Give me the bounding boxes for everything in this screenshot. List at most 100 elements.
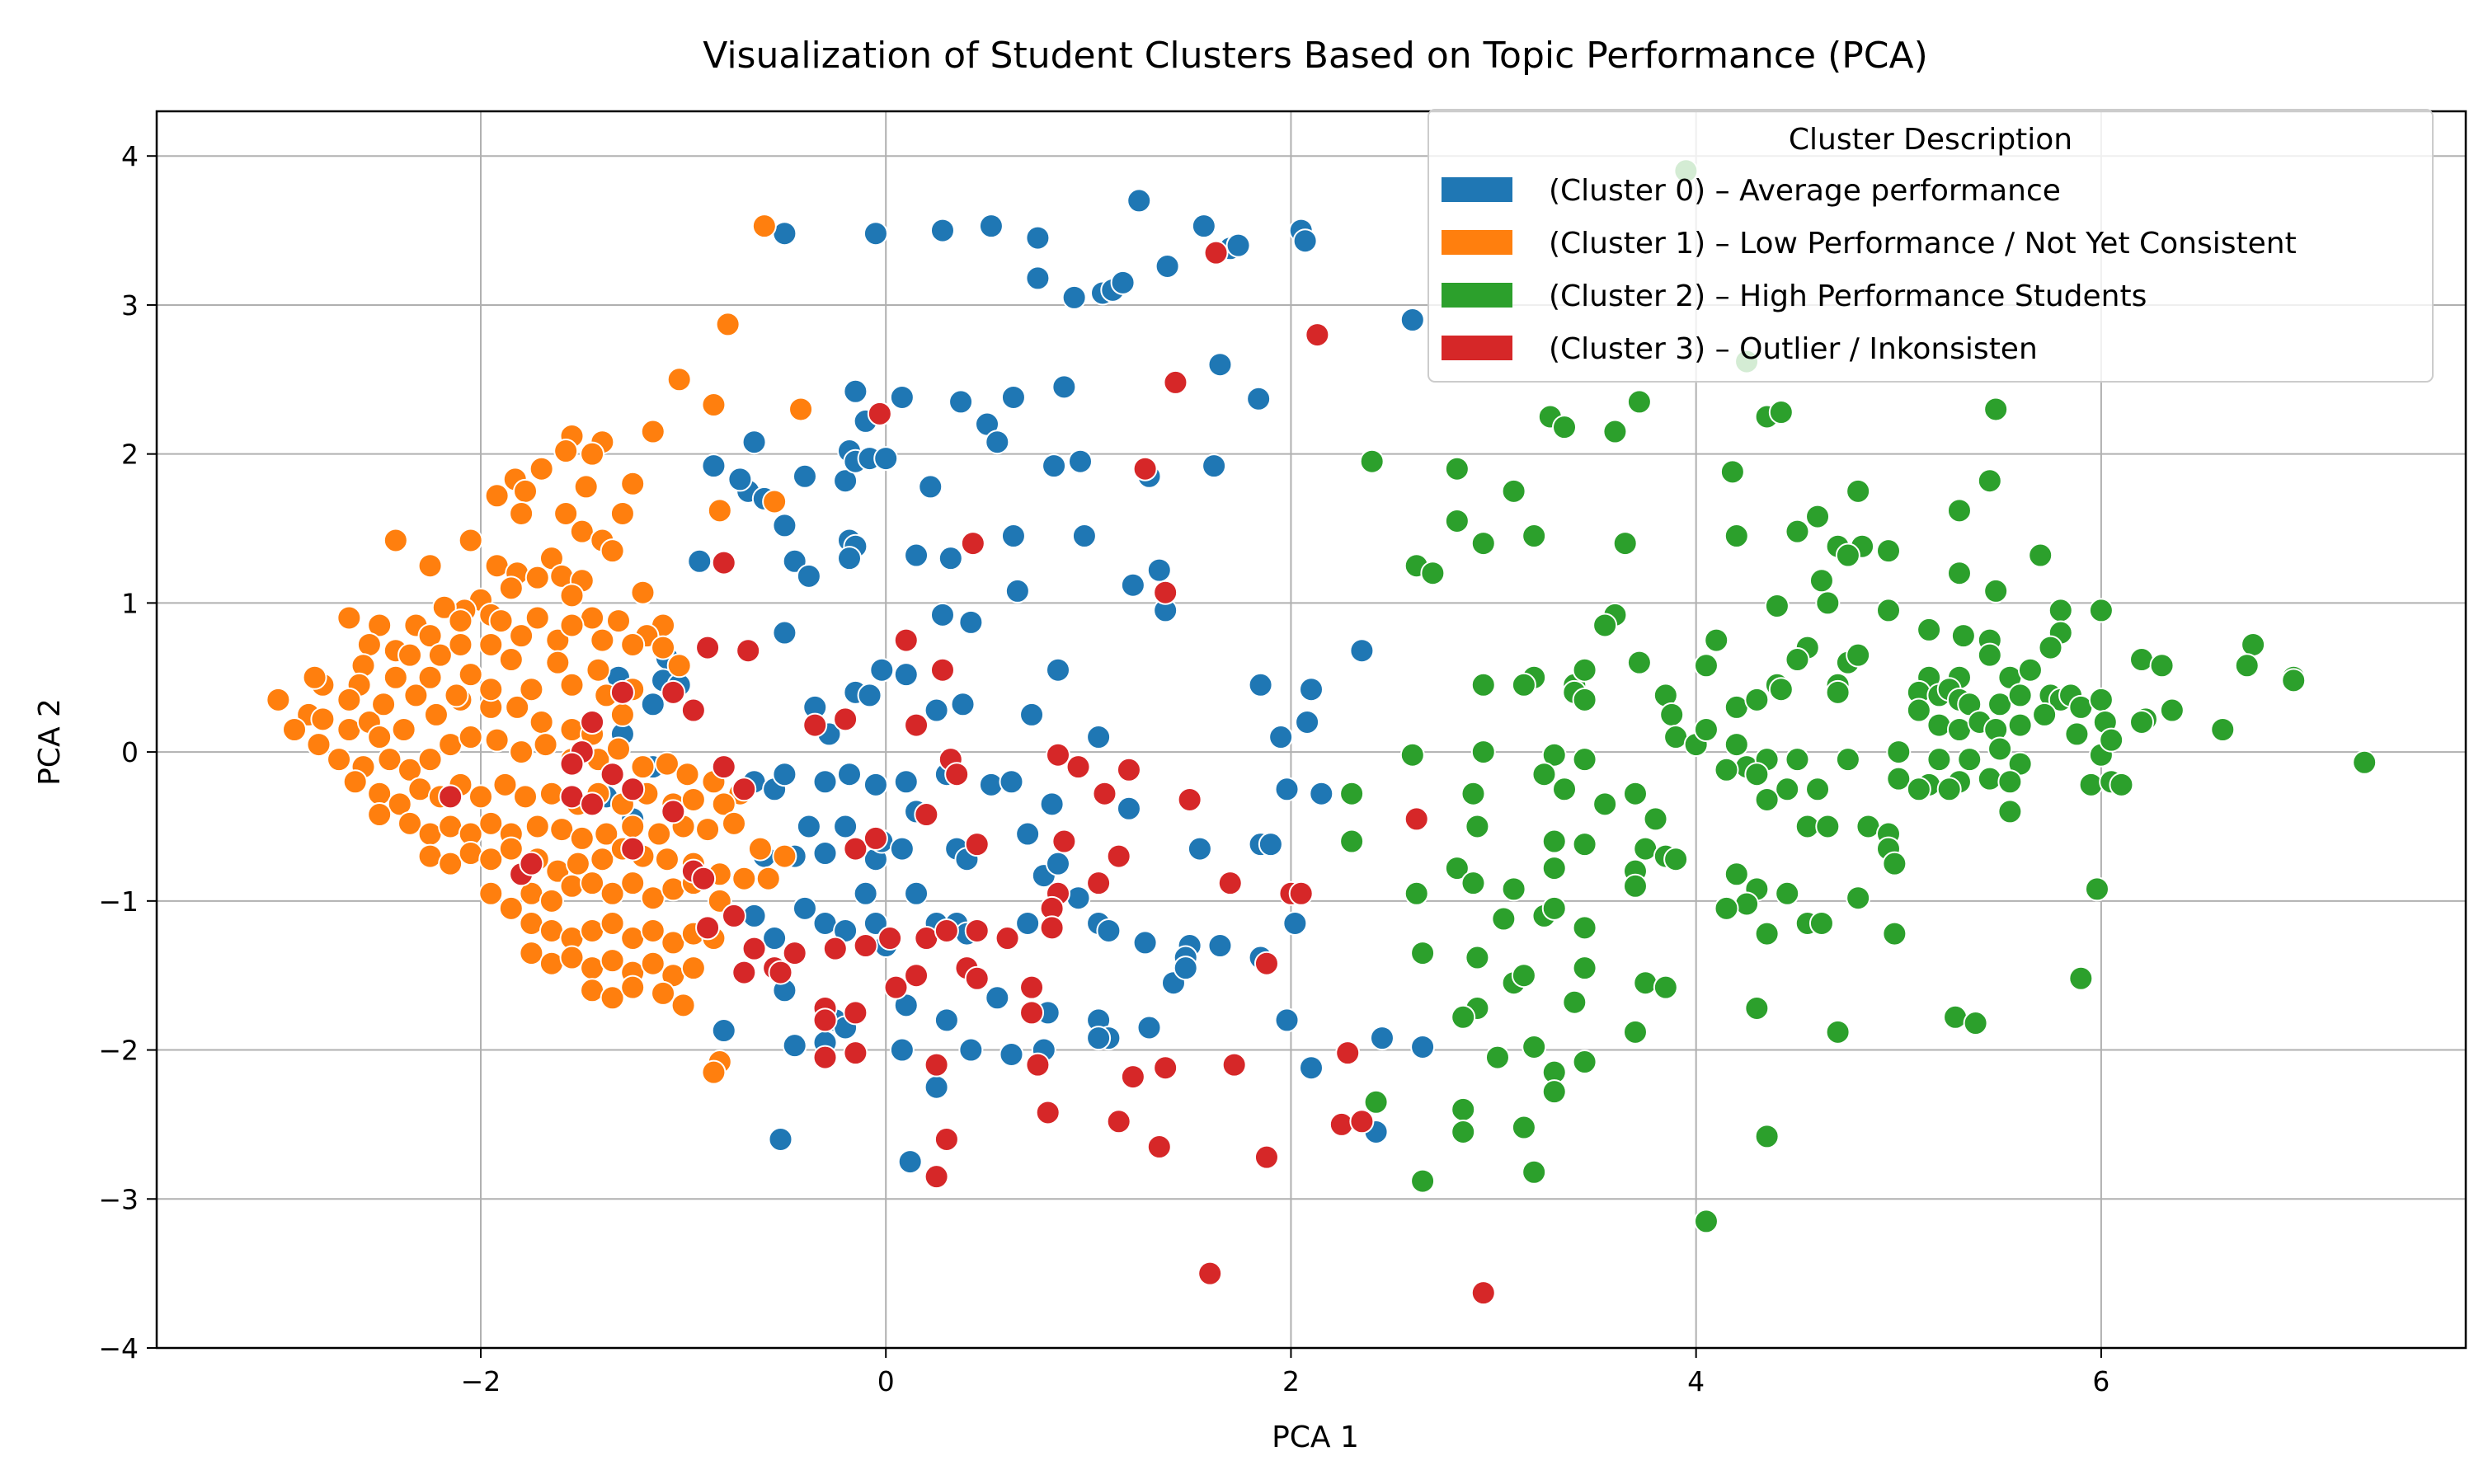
data-point xyxy=(768,1126,793,1152)
data-point xyxy=(772,620,797,646)
data-point xyxy=(600,762,625,787)
data-point xyxy=(367,725,393,750)
data-point xyxy=(695,817,721,843)
data-point xyxy=(2078,772,2104,797)
data-point xyxy=(762,489,788,514)
data-point xyxy=(1886,740,1912,765)
data-point xyxy=(711,1018,736,1044)
data-point xyxy=(529,456,554,481)
data-point xyxy=(498,895,524,921)
data-point xyxy=(978,772,1004,797)
data-point xyxy=(958,609,984,635)
data-point xyxy=(417,623,443,649)
data-point xyxy=(367,613,393,638)
data-point xyxy=(1882,921,1907,946)
data-point xyxy=(1734,891,1760,917)
data-point xyxy=(1329,1111,1354,1137)
data-point xyxy=(1825,1019,1851,1045)
data-point xyxy=(647,821,672,847)
data-point xyxy=(1602,419,1628,444)
data-point xyxy=(417,665,443,690)
data-point xyxy=(1225,232,1251,258)
data-point xyxy=(867,401,892,426)
data-point xyxy=(1086,871,1112,896)
data-point xyxy=(1724,524,1749,549)
data-point xyxy=(2129,709,2155,735)
data-point xyxy=(580,791,605,817)
data-point xyxy=(948,389,974,415)
data-point xyxy=(513,784,539,810)
data-point xyxy=(1541,1079,1567,1105)
data-point xyxy=(498,647,524,673)
data-point xyxy=(701,1059,727,1085)
data-point xyxy=(893,627,919,653)
data-point xyxy=(1775,777,1800,802)
data-point xyxy=(1946,561,1972,586)
data-point xyxy=(1926,747,1952,773)
data-point xyxy=(397,757,423,782)
data-point xyxy=(1754,921,1780,946)
data-point xyxy=(1065,754,1091,780)
data-point xyxy=(1653,974,1678,1000)
data-point xyxy=(1444,856,1470,881)
data-point xyxy=(458,725,483,750)
data-point xyxy=(559,613,585,638)
data-point xyxy=(1106,843,1131,869)
data-point xyxy=(310,707,336,732)
data-point xyxy=(498,836,524,862)
data-point xyxy=(1531,762,1557,787)
data-point xyxy=(731,866,757,891)
data-point xyxy=(606,608,631,634)
data-point xyxy=(1045,657,1070,683)
series-cluster-0 xyxy=(580,188,1436,1175)
data-point xyxy=(1882,851,1907,876)
data-point xyxy=(727,467,753,492)
data-point xyxy=(960,531,985,556)
data-point xyxy=(600,948,625,974)
data-point xyxy=(2038,635,2063,660)
data-point xyxy=(1197,1261,1223,1286)
data-point xyxy=(1987,736,2013,762)
data-point xyxy=(1886,766,1912,791)
data-point xyxy=(431,594,457,620)
data-point xyxy=(812,1007,838,1033)
data-point xyxy=(1051,374,1077,400)
data-point xyxy=(1950,623,1976,649)
data-point xyxy=(1116,796,1141,821)
data-point xyxy=(1359,448,1385,474)
data-point xyxy=(2088,687,2114,712)
data-point xyxy=(630,580,656,605)
data-point xyxy=(863,910,888,936)
data-point xyxy=(654,751,680,777)
data-point xyxy=(423,702,449,727)
data-point xyxy=(609,679,635,705)
data-point xyxy=(1541,856,1567,881)
data-point xyxy=(266,687,291,712)
data-point xyxy=(863,221,888,247)
data-point xyxy=(533,732,558,758)
data-point xyxy=(711,791,736,817)
data-point xyxy=(1835,542,1860,568)
data-point xyxy=(1977,468,2002,494)
data-point xyxy=(590,847,615,872)
data-point xyxy=(1399,308,1425,333)
data-point xyxy=(1552,415,1578,440)
data-point xyxy=(1936,777,1962,802)
data-point xyxy=(600,985,625,1011)
data-point xyxy=(796,814,821,839)
data-point xyxy=(1202,453,1227,479)
data-point xyxy=(1349,1109,1375,1134)
legend-swatch xyxy=(1442,283,1512,308)
data-point xyxy=(2352,749,2378,775)
data-point xyxy=(1876,538,1901,564)
data-point xyxy=(488,608,514,634)
data-point xyxy=(687,548,713,574)
data-point xyxy=(741,430,767,455)
data-point xyxy=(1785,647,1810,673)
data-point xyxy=(883,974,909,1000)
data-point xyxy=(958,1037,984,1063)
data-point xyxy=(1977,766,2002,791)
data-point xyxy=(889,1037,915,1063)
data-point xyxy=(1572,832,1597,857)
data-point xyxy=(1805,504,1831,529)
